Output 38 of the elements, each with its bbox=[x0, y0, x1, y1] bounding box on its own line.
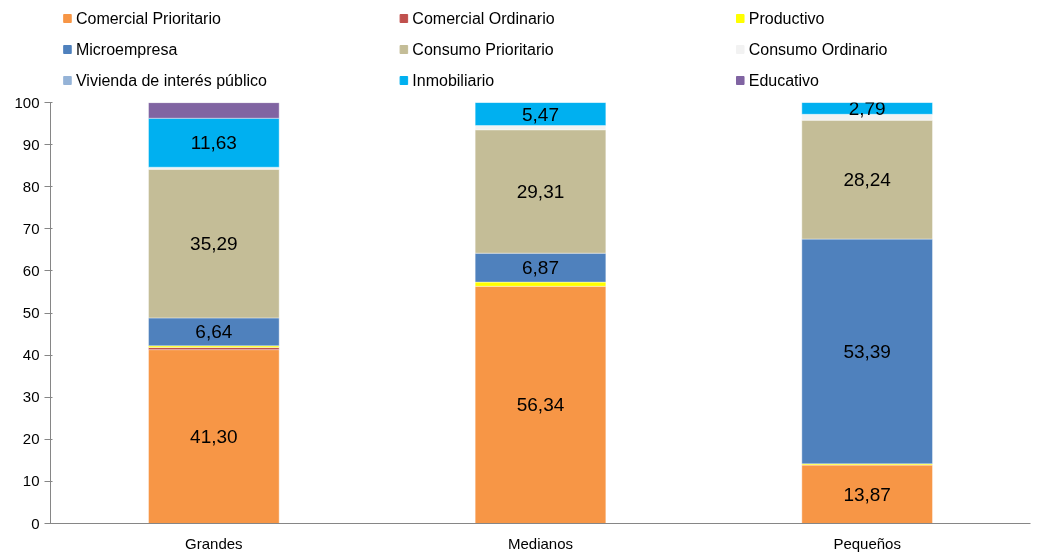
y-tick-label: 10 bbox=[22, 472, 40, 490]
data-label: 6,87 bbox=[522, 257, 559, 279]
y-tick-label: 100 bbox=[14, 93, 40, 111]
data-label: 11,63 bbox=[190, 132, 237, 154]
data-label: 41,30 bbox=[190, 426, 238, 448]
y-tick-label: 50 bbox=[22, 304, 40, 321]
legend-label: Comercial Ordinario bbox=[412, 10, 555, 27]
x-tick-label: Medianos bbox=[507, 534, 574, 552]
legend-label: Educativo bbox=[748, 72, 820, 89]
y-tick-label: 40 bbox=[22, 346, 40, 364]
y-tick-label: 80 bbox=[22, 177, 40, 195]
data-label: 29,31 bbox=[516, 180, 565, 202]
data-label: 5,47 bbox=[522, 103, 559, 125]
y-tick-label: 30 bbox=[22, 388, 40, 406]
legend-label: Consumo Prioritario bbox=[412, 41, 554, 58]
legend-label: Inmobiliario bbox=[412, 72, 495, 89]
data-label: 53,39 bbox=[843, 340, 891, 362]
y-tick-label: 0 bbox=[31, 514, 40, 532]
bar bbox=[148, 349, 280, 524]
bar bbox=[474, 286, 607, 524]
y-tick-label: 20 bbox=[22, 430, 40, 448]
y-tick-label: 90 bbox=[22, 135, 40, 153]
legend-label: Consumo Ordinario bbox=[748, 41, 888, 58]
data-label: 28,24 bbox=[843, 169, 892, 191]
data-label: 6,64 bbox=[195, 321, 233, 343]
x-tick-label: Pequeños bbox=[833, 534, 901, 552]
data-label: 13,87 bbox=[843, 483, 891, 505]
legend-label: Comercial Prioritario bbox=[75, 10, 221, 27]
y-tick-label: 60 bbox=[22, 261, 40, 279]
y-tick-label: 70 bbox=[22, 219, 40, 237]
data-label: 56,34 bbox=[516, 394, 565, 416]
legend-label: Microempresa bbox=[75, 41, 178, 58]
bar bbox=[474, 102, 607, 126]
data-label: 35,29 bbox=[190, 233, 238, 255]
x-tick-label: Grandes bbox=[185, 534, 243, 552]
legend-label: Productivo bbox=[748, 10, 825, 27]
legend-label: Vivienda de interés público bbox=[75, 72, 267, 89]
data-label: 2,79 bbox=[848, 97, 886, 119]
